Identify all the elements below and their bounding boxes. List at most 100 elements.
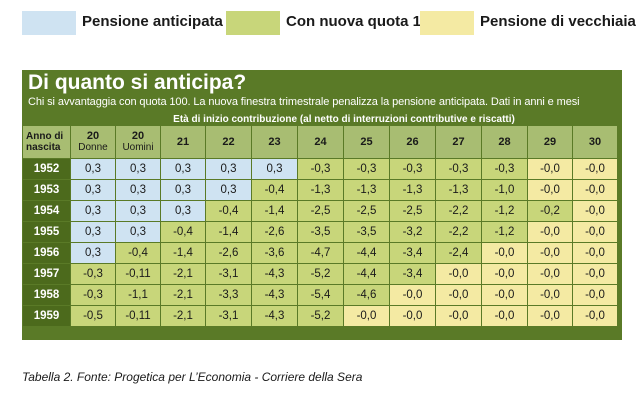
table-cell: -3,2 (389, 221, 436, 243)
table-cell: -0,4 (115, 242, 161, 264)
corner-line-2: nascita (26, 142, 61, 153)
table-cell: 0,3 (115, 200, 161, 222)
column-header: 25 (343, 125, 390, 159)
table-cell: 0,3 (70, 221, 116, 243)
table-cell: -0,0 (389, 305, 436, 327)
table-cell: -0,0 (572, 284, 618, 306)
birth-year-cell: 1954 (22, 200, 71, 222)
column-header-label: 26 (406, 136, 419, 148)
table-cell: -2,1 (160, 284, 206, 306)
table-cell: -0,0 (435, 305, 482, 327)
table-cell: -4,3 (251, 284, 298, 306)
column-header: 20 Donne (70, 125, 116, 159)
column-header: 21 (160, 125, 206, 159)
table-cell: -1,3 (389, 179, 436, 201)
table-cell: 0,3 (115, 179, 161, 201)
table-cell: -4,3 (251, 263, 298, 285)
table-cell: -0,0 (435, 263, 482, 285)
table-cell: 0,3 (70, 179, 116, 201)
table-cell: -0,11 (115, 305, 161, 327)
column-header-label: 20 (86, 130, 100, 142)
column-header: 24 (297, 125, 344, 159)
table-cell: -1,4 (160, 242, 206, 264)
column-header: 28 (481, 125, 528, 159)
birth-year-cell: 1957 (22, 263, 71, 285)
table-cell: -1,4 (251, 200, 298, 222)
table-cell: 0,3 (205, 179, 252, 201)
table-cell: -1,3 (435, 179, 482, 201)
table-cell: -0,3 (297, 158, 344, 180)
birth-year-cell: 1952 (22, 158, 71, 180)
table-cell: -0,0 (572, 305, 618, 327)
table-cell: -0,0 (527, 263, 573, 285)
data-table: Età di inizio contribuzione (al netto di… (22, 113, 618, 327)
column-header-label: 22 (222, 136, 235, 148)
table-cell: -2,5 (297, 200, 344, 222)
column-header-label: 25 (360, 136, 373, 148)
table-cell: -2,2 (435, 200, 482, 222)
table-row: 1958 -0,3 -1,1 -2,1 -3,3 -4,3 -5,4 -4,6 -0,0 -0,0… (22, 284, 618, 306)
table-cell: -5,2 (297, 305, 344, 327)
table-cell: 0,3 (115, 158, 161, 180)
table-cell: -1,4 (205, 221, 252, 243)
table-cell: -0,3 (70, 263, 116, 285)
table-cell: -1,0 (481, 179, 528, 201)
table-cell: -4,3 (251, 305, 298, 327)
legend-swatch (420, 11, 474, 35)
birth-year-cell: 1959 (22, 305, 71, 327)
legend-swatch (22, 11, 76, 35)
table-cell: -2,5 (343, 200, 390, 222)
table-cell: -0,4 (251, 179, 298, 201)
table-cell: -4,7 (297, 242, 344, 264)
table-cell: -0,0 (527, 158, 573, 180)
table-row: 1954 0,3 0,3 0,3 -0,4 -1,4 -2,5 -2,5 -2,5 -2,2 -1,… (22, 200, 618, 222)
table-row: 1955 0,3 0,3 -0,4 -1,4 -2,6 -3,5 -3,5 -3,2 -2,2 -1… (22, 221, 618, 243)
table-cell: -0,3 (435, 158, 482, 180)
column-header-label: 24 (314, 136, 327, 148)
table-cell: -0,3 (70, 284, 116, 306)
table-cell: -0,0 (572, 179, 618, 201)
birth-year-cell: 1953 (22, 179, 71, 201)
table-cell: -0,0 (481, 242, 528, 264)
table-panel: Di quanto si anticipa? Chi si avvantaggi… (22, 70, 622, 340)
column-header: 26 (389, 125, 436, 159)
corner-line-1: Anno di (26, 131, 64, 142)
column-header-sublabel: Donne (78, 142, 108, 153)
table-cell: -2,1 (160, 305, 206, 327)
table-cell: -4,6 (343, 284, 390, 306)
table-cell: 0,3 (160, 158, 206, 180)
table-cell: -0,0 (527, 284, 573, 306)
table-cell: -0,0 (572, 263, 618, 285)
table-cell: -2,2 (435, 221, 482, 243)
table-cell: -2,6 (251, 221, 298, 243)
column-header-label: 30 (588, 136, 602, 148)
column-header-label: 21 (176, 136, 190, 148)
table-cell: 0,3 (70, 200, 116, 222)
birth-year-cell: 1955 (22, 221, 71, 243)
column-header-label: 23 (268, 136, 281, 148)
table-cell: -4,4 (343, 242, 390, 264)
table-cell: 0,3 (160, 200, 206, 222)
table-cell: -1,3 (343, 179, 390, 201)
table-cell: -1,1 (115, 284, 161, 306)
table-cell: -0,4 (160, 221, 206, 243)
table-cell: -0,0 (481, 305, 528, 327)
table-row: 1953 0,3 0,3 0,3 0,3 -0,4 -1,3 -1,3 -1,3 -1,3 -1,0… (22, 179, 618, 201)
table-cell: 0,3 (160, 179, 206, 201)
table-cell: -5,2 (297, 263, 344, 285)
birth-year-cell: 1958 (22, 284, 71, 306)
table-row: 1952 0,3 0,3 0,3 0,3 0,3 -0,3 -0,3 -0,3 -0,3 -0,3-… (22, 158, 618, 180)
table-cell: -0,0 (527, 221, 573, 243)
table-cell: -4,4 (343, 263, 390, 285)
table-cell: -0,0 (435, 284, 482, 306)
table-row: 1959 -0,5 -0,11 -2,1 -3,1 -4,3 -5,2 -0,0 -0,0 -0,… (22, 305, 618, 327)
table-cell: -0,0 (527, 179, 573, 201)
legend-label: Pensione di vecchiaia (480, 13, 636, 30)
table-row: 1957 -0,3 -0,11 -2,1 -3,1 -4,3 -5,2 -4,4 -3,4 -0,… (22, 263, 618, 285)
table-cell: -0,0 (481, 284, 528, 306)
age-start-header: Età di inizio contribuzione (al netto di… (70, 113, 618, 126)
table-cell: -0,11 (115, 263, 161, 285)
table-cell: -3,4 (389, 263, 436, 285)
table-cell: -0,0 (572, 200, 618, 222)
table-cell: -2,5 (389, 200, 436, 222)
